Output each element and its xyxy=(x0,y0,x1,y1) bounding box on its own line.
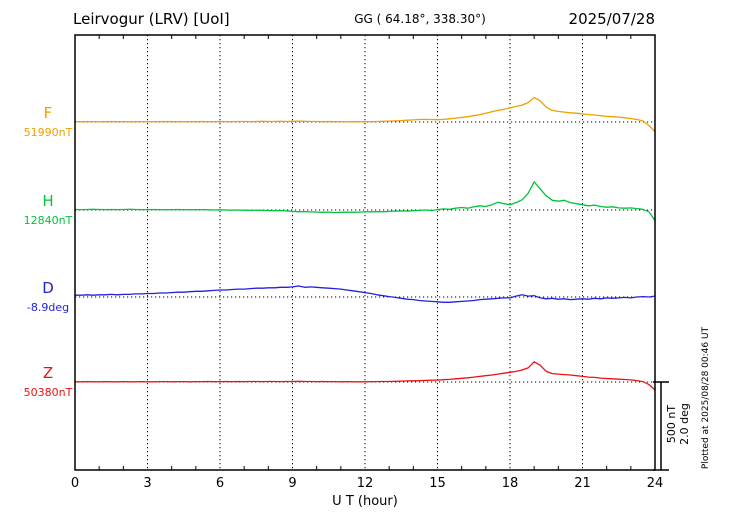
x-tick-label: 6 xyxy=(215,476,225,491)
x-tick-label: 0 xyxy=(70,476,80,491)
component-label-z: Z xyxy=(42,364,54,382)
component-baseline-h: 12840nT xyxy=(23,214,73,227)
scale-nt-label: 500 nT xyxy=(665,404,678,444)
x-tick-label: 3 xyxy=(143,476,152,491)
component-baseline-d: -8.9deg xyxy=(26,301,70,314)
x-tick-label: 12 xyxy=(356,476,374,491)
x-axis-title: U T (hour) xyxy=(332,494,398,509)
plotted-timestamp: Plotted at 2025/08/28 00:46 UT xyxy=(701,326,711,470)
component-label-d: D xyxy=(42,279,54,297)
scale-deg-label: 2.0 deg xyxy=(678,403,691,445)
x-tick-label: 24 xyxy=(646,476,664,491)
x-tick-label: 18 xyxy=(501,476,519,491)
component-baseline-z: 50380nT xyxy=(23,386,73,399)
component-baseline-f: 51990nT xyxy=(23,126,73,139)
x-tick-label: 9 xyxy=(288,476,297,491)
component-label-h: H xyxy=(42,192,54,210)
gg-coordinates: GG ( 64.18°, 338.30°) xyxy=(354,12,486,26)
x-tick-label: 15 xyxy=(429,476,446,491)
plot-date: 2025/07/28 xyxy=(568,10,655,28)
station-title: Leirvogur (LRV) [UoI] xyxy=(73,10,230,28)
scale-bar-label: 500 nT 2.0 deg xyxy=(665,386,693,462)
x-tick-label: 21 xyxy=(574,476,591,491)
component-label-f: F xyxy=(43,104,53,122)
